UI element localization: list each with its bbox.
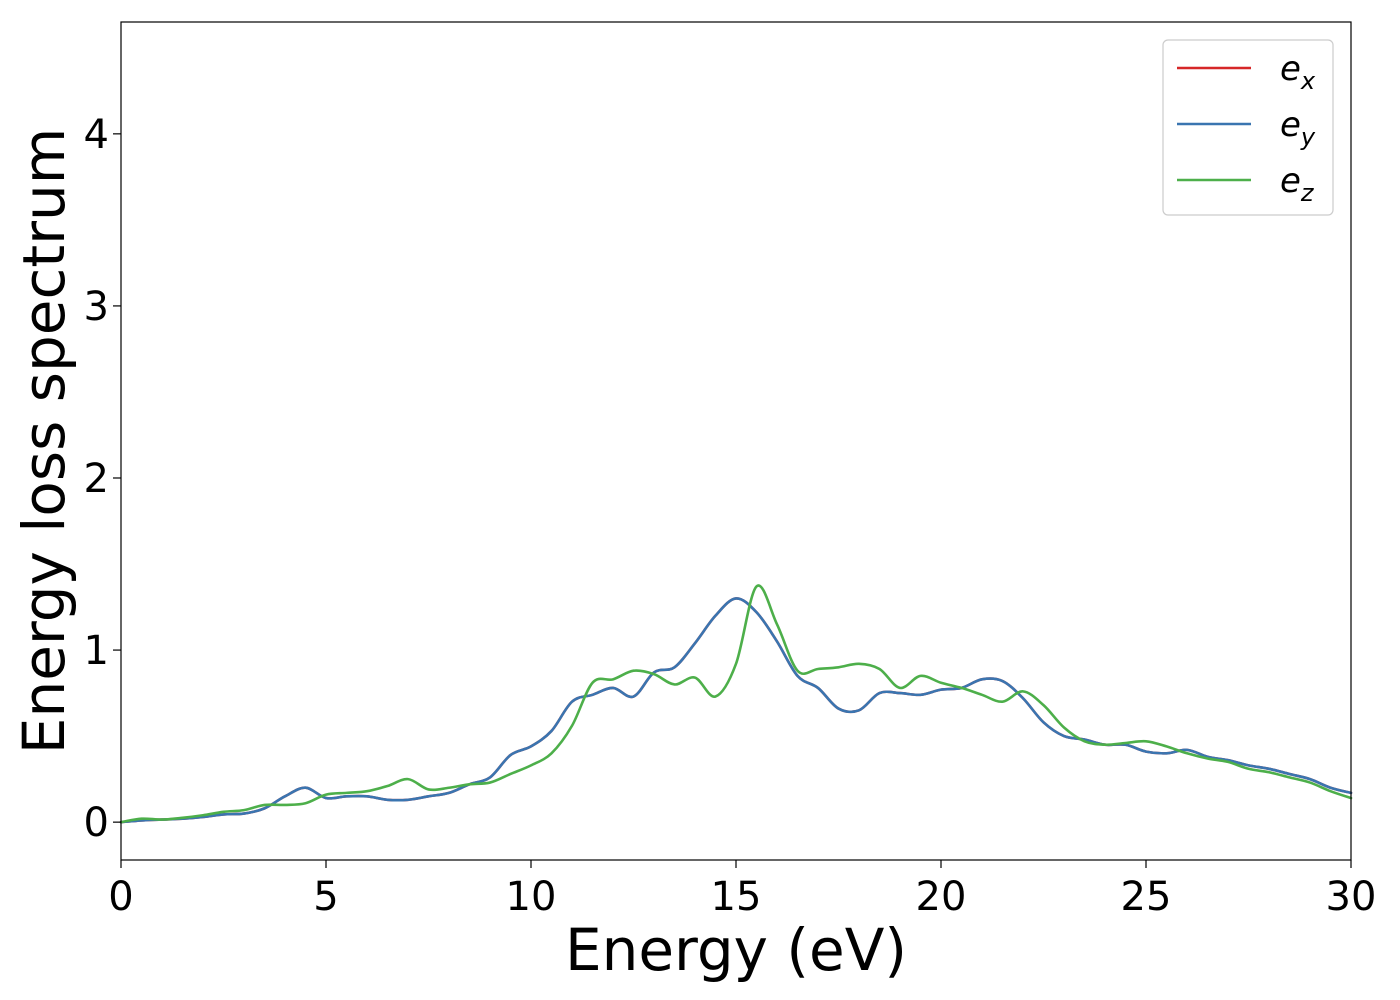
legend-label-x: ex xyxy=(1280,49,1316,95)
y-tick-label: 1 xyxy=(84,628,109,674)
series-layer xyxy=(119,584,1353,824)
x-tick-label: 15 xyxy=(711,874,762,920)
series-line-y xyxy=(119,597,1353,824)
legend-label-z: ez xyxy=(1280,161,1315,207)
x-tick-label: 10 xyxy=(506,874,557,920)
x-tick-label: 30 xyxy=(1326,874,1377,920)
y-axis-title: Energy loss spectrum xyxy=(10,128,78,754)
legend-entries: ex ey ez xyxy=(1177,49,1316,207)
x-axis: 0 5 10 15 20 25 30 xyxy=(108,860,1376,920)
y-tick-label: 3 xyxy=(84,284,109,330)
x-axis-title: Energy (eV) xyxy=(565,916,907,984)
legend-label-y: ey xyxy=(1280,105,1316,151)
legend-box xyxy=(1162,39,1334,216)
legend: ex ey ez xyxy=(1162,39,1334,216)
x-tick-label: 25 xyxy=(1121,874,1172,920)
y-tick-label: 4 xyxy=(84,112,109,158)
y-axis: 0 1 2 3 4 xyxy=(84,112,121,846)
y-tick-label: 2 xyxy=(84,456,109,502)
series-line-z xyxy=(119,584,1353,824)
x-tick-label: 5 xyxy=(313,874,338,920)
x-tick-label: 0 xyxy=(108,874,133,920)
y-tick-label: 0 xyxy=(84,800,109,846)
x-tick-label: 20 xyxy=(916,874,967,920)
